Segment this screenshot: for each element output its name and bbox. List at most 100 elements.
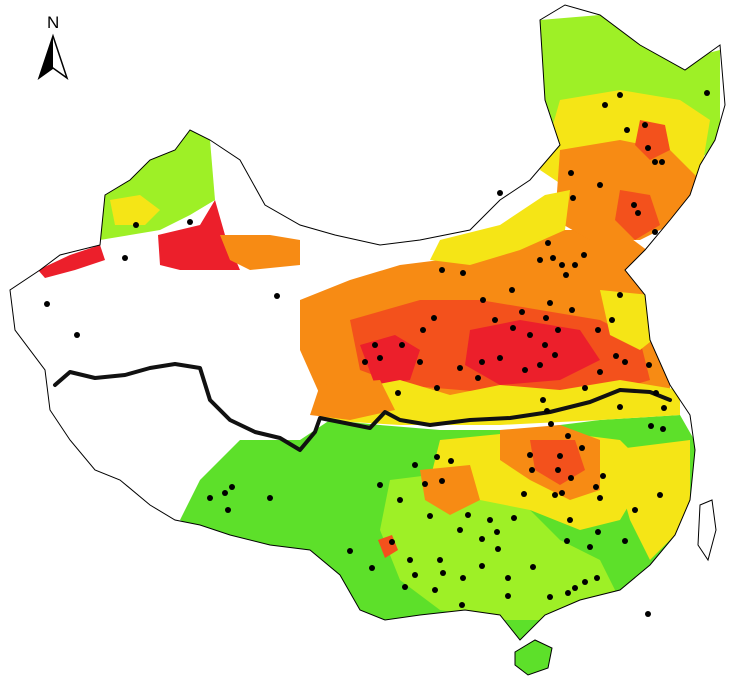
site-marker bbox=[521, 491, 527, 497]
region-yellow-belt bbox=[320, 380, 680, 425]
site-marker bbox=[569, 307, 575, 313]
site-marker bbox=[427, 513, 433, 519]
site-marker bbox=[362, 359, 368, 365]
site-marker bbox=[347, 548, 353, 554]
site-marker bbox=[479, 536, 485, 542]
site-marker bbox=[417, 359, 423, 365]
site-marker bbox=[587, 544, 593, 550]
site-marker bbox=[519, 309, 525, 315]
site-marker bbox=[660, 426, 666, 432]
site-marker bbox=[547, 594, 553, 600]
site-marker bbox=[397, 497, 403, 503]
site-marker bbox=[422, 481, 428, 487]
site-marker bbox=[431, 315, 437, 321]
site-marker bbox=[395, 390, 401, 396]
site-marker bbox=[457, 365, 463, 371]
site-marker bbox=[597, 182, 603, 188]
site-marker bbox=[559, 490, 565, 496]
region-xinjiang-red bbox=[158, 200, 240, 270]
site-marker bbox=[652, 229, 658, 235]
site-marker bbox=[412, 572, 418, 578]
site-marker bbox=[550, 255, 556, 261]
site-marker bbox=[412, 462, 418, 468]
site-marker bbox=[622, 359, 628, 365]
divide-line bbox=[53, 362, 672, 452]
site-marker bbox=[557, 453, 563, 459]
site-marker bbox=[377, 482, 383, 488]
site-marker bbox=[459, 602, 465, 608]
site-marker bbox=[475, 375, 481, 381]
site-marker bbox=[617, 404, 623, 410]
site-marker bbox=[652, 159, 658, 165]
site-marker bbox=[402, 584, 408, 590]
site-marker bbox=[225, 507, 231, 513]
site-marker bbox=[510, 325, 516, 331]
site-marker bbox=[522, 367, 528, 373]
hainan-island bbox=[514, 639, 553, 676]
region-xinjiang-orange bbox=[220, 235, 300, 270]
site-marker bbox=[420, 327, 426, 333]
site-marker bbox=[597, 495, 603, 501]
site-marker bbox=[274, 293, 280, 299]
site-marker bbox=[434, 385, 440, 391]
site-marker bbox=[494, 529, 500, 535]
site-marker bbox=[579, 445, 585, 451]
site-marker bbox=[369, 565, 375, 571]
site-marker bbox=[497, 190, 503, 196]
site-marker bbox=[267, 495, 273, 501]
site-marker bbox=[457, 527, 463, 533]
site-marker bbox=[544, 408, 550, 414]
site-marker bbox=[552, 352, 558, 358]
site-marker bbox=[632, 507, 638, 513]
site-marker bbox=[545, 240, 551, 246]
site-marker bbox=[187, 219, 193, 225]
site-marker bbox=[657, 492, 663, 498]
site-marker bbox=[582, 385, 588, 391]
site-marker bbox=[595, 327, 601, 333]
site-marker bbox=[582, 579, 588, 585]
site-marker bbox=[407, 557, 413, 563]
site-marker bbox=[567, 517, 573, 523]
site-marker bbox=[593, 484, 599, 490]
site-marker bbox=[389, 539, 395, 545]
site-marker bbox=[44, 301, 50, 307]
region-xinjiang-west-red bbox=[38, 245, 105, 278]
site-marker bbox=[547, 300, 553, 306]
site-marker bbox=[511, 515, 517, 521]
site-marker bbox=[570, 195, 576, 201]
site-marker bbox=[659, 159, 665, 165]
site-marker bbox=[505, 593, 511, 599]
site-marker bbox=[635, 210, 641, 216]
site-marker bbox=[448, 458, 454, 464]
site-marker bbox=[661, 405, 667, 411]
site-marker bbox=[563, 272, 569, 278]
site-marker bbox=[479, 563, 485, 569]
region-northeast-core bbox=[635, 120, 670, 160]
site-marker bbox=[439, 267, 445, 273]
site-marker bbox=[460, 575, 466, 581]
site-marker bbox=[568, 170, 574, 176]
site-marker bbox=[624, 127, 630, 133]
site-marker bbox=[122, 255, 128, 261]
site-marker bbox=[229, 484, 235, 490]
site-marker bbox=[460, 270, 466, 276]
site-marker bbox=[555, 327, 561, 333]
site-marker bbox=[527, 452, 533, 458]
site-marker bbox=[377, 355, 383, 361]
region-gansu-orange bbox=[310, 380, 395, 420]
region-innermongolia-yellow bbox=[430, 190, 570, 265]
site-marker bbox=[600, 473, 606, 479]
site-marker bbox=[572, 262, 578, 268]
site-marker bbox=[617, 92, 623, 98]
site-marker bbox=[645, 611, 651, 617]
site-marker bbox=[492, 317, 498, 323]
site-marker bbox=[564, 538, 570, 544]
site-marker bbox=[372, 342, 378, 348]
site-marker bbox=[480, 297, 486, 303]
site-marker bbox=[543, 315, 549, 321]
site-marker bbox=[648, 423, 654, 429]
site-marker bbox=[565, 433, 571, 439]
site-marker bbox=[432, 587, 438, 593]
site-marker bbox=[495, 546, 501, 552]
